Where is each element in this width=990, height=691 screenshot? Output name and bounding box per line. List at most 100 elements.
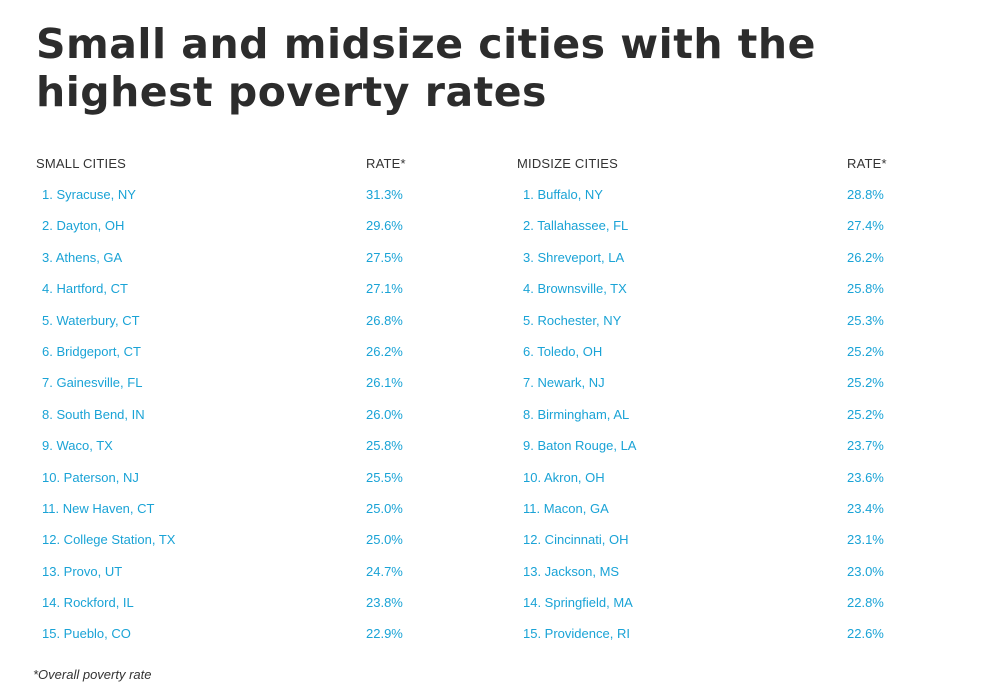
table-row: 1. Syracuse, NY 31.3% bbox=[36, 176, 456, 207]
rate-value: 25.2% bbox=[847, 375, 884, 391]
table-row: 3. Athens, GA 27.5% bbox=[36, 239, 456, 270]
table-row: 4. Brownsville, TX 25.8% bbox=[517, 270, 937, 301]
rate-value: 25.8% bbox=[847, 281, 884, 297]
table-row: 2. Tallahassee, FL 27.4% bbox=[517, 207, 937, 238]
city-link[interactable]: 11. Macon, GA bbox=[523, 500, 609, 516]
table-row: 9. Waco, TX 25.8% bbox=[36, 427, 456, 458]
rate-value: 23.6% bbox=[847, 469, 884, 485]
rate-value: 26.2% bbox=[366, 343, 403, 359]
table-row: 6. Bridgeport, CT 26.2% bbox=[36, 333, 456, 364]
rate-value: 25.2% bbox=[847, 406, 884, 422]
table-row: 5. Waterbury, CT 26.8% bbox=[36, 302, 456, 333]
table-row: 10. Akron, OH 23.6% bbox=[517, 459, 937, 490]
rate-value: 27.4% bbox=[847, 218, 884, 234]
table-row: 13. Provo, UT 24.7% bbox=[36, 553, 456, 584]
city-link[interactable]: 3. Shreveport, LA bbox=[523, 249, 625, 265]
rate-value: 25.0% bbox=[366, 532, 403, 548]
city-link[interactable]: 14. Rockford, IL bbox=[42, 595, 134, 611]
column-header-city: MIDSIZE CITIES bbox=[517, 156, 619, 171]
rate-value: 26.1% bbox=[366, 375, 403, 391]
city-link[interactable]: 7. Newark, NJ bbox=[523, 375, 605, 391]
rate-value: 23.7% bbox=[847, 438, 884, 454]
column-header-city: SMALL CITIES bbox=[36, 156, 127, 171]
city-link[interactable]: 12. College Station, TX bbox=[42, 532, 176, 548]
city-link[interactable]: 8. South Bend, IN bbox=[42, 406, 145, 422]
city-link[interactable]: 11. New Haven, CT bbox=[42, 500, 155, 516]
table-row: 14. Springfield, MA 22.8% bbox=[517, 584, 937, 615]
table-row: 12. Cincinnati, OH 23.1% bbox=[517, 521, 937, 552]
rate-value: 25.8% bbox=[366, 438, 403, 454]
rate-value: 23.1% bbox=[847, 532, 884, 548]
table-row: 3. Shreveport, LA 26.2% bbox=[517, 239, 937, 270]
rate-value: 25.3% bbox=[847, 312, 884, 328]
table-row: 11. New Haven, CT 25.0% bbox=[36, 490, 456, 521]
rate-value: 26.8% bbox=[366, 312, 403, 328]
rate-value: 26.2% bbox=[847, 249, 884, 265]
table-row: 12. College Station, TX 25.0% bbox=[36, 521, 456, 552]
table-row: 5. Rochester, NY 25.3% bbox=[517, 302, 937, 333]
city-link[interactable]: 1. Syracuse, NY bbox=[42, 187, 136, 202]
table-row: 4. Hartford, CT 27.1% bbox=[36, 270, 456, 301]
rate-value: 27.1% bbox=[366, 281, 403, 297]
city-link[interactable]: 2. Tallahassee, FL bbox=[523, 218, 629, 234]
table-row: 15. Pueblo, CO 22.9% bbox=[36, 615, 456, 646]
table-row: 11. Macon, GA 23.4% bbox=[517, 490, 937, 521]
city-link[interactable]: 4. Brownsville, TX bbox=[523, 281, 627, 297]
city-link[interactable]: 13. Provo, UT bbox=[42, 563, 123, 579]
rate-value: 24.7% bbox=[366, 563, 403, 579]
city-link[interactable]: 10. Paterson, NJ bbox=[42, 469, 139, 485]
table-row: 7. Gainesville, FL 26.1% bbox=[36, 364, 456, 395]
city-link[interactable]: 5. Waterbury, CT bbox=[42, 312, 140, 328]
footnote: *Overall poverty rate bbox=[33, 667, 152, 682]
city-link[interactable]: 15. Pueblo, CO bbox=[42, 626, 131, 642]
city-link[interactable]: 9. Baton Rouge, LA bbox=[523, 438, 637, 454]
table-row: 13. Jackson, MS 23.0% bbox=[517, 553, 937, 584]
table-row: 10. Paterson, NJ 25.5% bbox=[36, 459, 456, 490]
city-link[interactable]: 9. Waco, TX bbox=[42, 438, 113, 454]
rate-value: 23.4% bbox=[847, 500, 884, 516]
rate-value: 23.8% bbox=[366, 595, 403, 611]
table-row: 1. Buffalo, NY 28.8% bbox=[517, 176, 937, 207]
rate-value: 23.0% bbox=[847, 563, 884, 579]
rate-value: 22.8% bbox=[847, 595, 884, 611]
city-link[interactable]: 14. Springfield, MA bbox=[523, 595, 633, 611]
table-header: SMALL CITIES RATE* bbox=[36, 150, 456, 176]
city-link[interactable]: 15. Providence, RI bbox=[523, 626, 630, 642]
city-link[interactable]: 13. Jackson, MS bbox=[523, 563, 620, 579]
column-header-rate: RATE* bbox=[847, 156, 887, 171]
table-header: MIDSIZE CITIES RATE* bbox=[517, 150, 937, 176]
table-row: 14. Rockford, IL 23.8% bbox=[36, 584, 456, 615]
table-row: 8. South Bend, IN 26.0% bbox=[36, 396, 456, 427]
rate-value: 25.2% bbox=[847, 343, 884, 359]
city-link[interactable]: 10. Akron, OH bbox=[523, 469, 605, 485]
column-header-rate: RATE* bbox=[366, 156, 406, 171]
rate-value: 29.6% bbox=[366, 218, 403, 234]
rate-value: 31.3% bbox=[366, 187, 403, 202]
rate-value: 26.0% bbox=[366, 406, 403, 422]
rate-value: 28.8% bbox=[847, 187, 884, 202]
city-link[interactable]: 1. Buffalo, NY bbox=[523, 187, 603, 202]
table-row: 9. Baton Rouge, LA 23.7% bbox=[517, 427, 937, 458]
page-title: Small and midsize cities with the highes… bbox=[36, 20, 816, 116]
city-link[interactable]: 6. Toledo, OH bbox=[523, 343, 603, 359]
table-row: 2. Dayton, OH 29.6% bbox=[36, 207, 456, 238]
table-row: 15. Providence, RI 22.6% bbox=[517, 615, 937, 646]
city-link[interactable]: 3. Athens, GA bbox=[42, 249, 123, 265]
city-link[interactable]: 8. Birmingham, AL bbox=[523, 406, 630, 422]
small-cities-table: SMALL CITIES RATE* 1. Syracuse, NY 31.3% 2… bbox=[36, 150, 456, 647]
city-link[interactable]: 12. Cincinnati, OH bbox=[523, 532, 629, 548]
midsize-cities-table: MIDSIZE CITIES RATE* 1. Buffalo, NY 28.8%… bbox=[517, 150, 937, 647]
rate-value: 27.5% bbox=[366, 249, 403, 265]
rate-value: 25.0% bbox=[366, 500, 403, 516]
rate-value: 22.9% bbox=[366, 626, 403, 642]
rate-value: 22.6% bbox=[847, 626, 884, 642]
table-row: 7. Newark, NJ 25.2% bbox=[517, 364, 937, 395]
city-link[interactable]: 2. Dayton, OH bbox=[42, 218, 125, 234]
city-link[interactable]: 5. Rochester, NY bbox=[523, 312, 622, 328]
table-row: 6. Toledo, OH 25.2% bbox=[517, 333, 937, 364]
rate-value: 25.5% bbox=[366, 469, 403, 485]
city-link[interactable]: 7. Gainesville, FL bbox=[42, 375, 143, 391]
city-link[interactable]: 4. Hartford, CT bbox=[42, 281, 128, 297]
city-link[interactable]: 6. Bridgeport, CT bbox=[42, 343, 141, 359]
table-row: 8. Birmingham, AL 25.2% bbox=[517, 396, 937, 427]
